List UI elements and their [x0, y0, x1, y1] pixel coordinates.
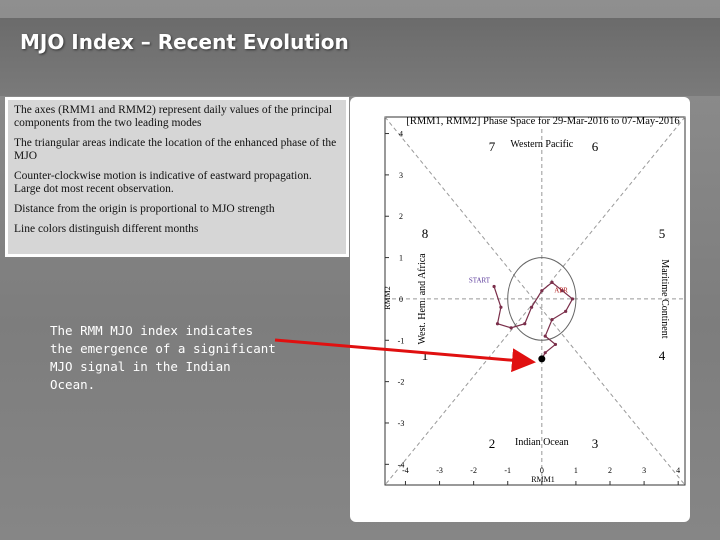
phase-number: 2 [489, 436, 496, 451]
y-tick-label: 3 [399, 171, 403, 180]
point [550, 318, 554, 322]
note: The axes (RMM1 and RMM2) represent daily… [14, 104, 333, 129]
slide-title: MJO Index – Recent Evolution [20, 30, 349, 54]
y-tick-label: -1 [398, 336, 405, 345]
point [540, 289, 544, 293]
y-tick-label: 4 [399, 130, 403, 139]
x-tick-label: 4 [676, 466, 680, 475]
point [543, 351, 547, 355]
point [553, 342, 558, 347]
callout: The RMM MJO index indicates the emergenc… [50, 323, 276, 392]
x-axis-label: RMM1 [531, 475, 555, 484]
x-tick-label: -1 [504, 466, 511, 475]
y-tick-label: 1 [399, 254, 403, 263]
note: Distance from the origin is proportional… [14, 203, 275, 215]
trajectory [493, 281, 574, 360]
diagonal [384, 116, 686, 486]
region-label: Western Pacific [510, 139, 573, 150]
phase-number: 1 [422, 348, 429, 363]
x-tick-label: 0 [540, 466, 544, 475]
unit-circle [507, 257, 577, 341]
annotation: APR [554, 287, 568, 295]
note: Line colors distinguish different months [14, 223, 199, 235]
x-tick-label: -3 [436, 466, 443, 475]
note: Counter-clockwise motion is indicative o… [14, 170, 312, 195]
y-tick-label: 0 [399, 295, 403, 304]
point [523, 322, 527, 326]
x-tick-label: 3 [642, 466, 646, 475]
y-tick-label: -3 [398, 419, 405, 428]
annotation: START [469, 277, 491, 285]
point [499, 305, 503, 309]
phase-number: 4 [659, 348, 666, 363]
plot-frame [384, 116, 686, 486]
phase-number: 6 [592, 139, 599, 154]
phase-number: 3 [592, 436, 599, 451]
point [560, 289, 564, 293]
x-tick-label: -4 [402, 466, 409, 475]
x-tick-label: 2 [608, 466, 612, 475]
point [538, 355, 546, 363]
point [509, 326, 513, 330]
point [495, 322, 500, 326]
point [570, 297, 575, 301]
region-label: West. Hem. and Africa [417, 253, 428, 345]
region-label: Indian Ocean [515, 437, 569, 448]
arrow [274, 338, 536, 373]
phase-number: 5 [659, 226, 666, 241]
note: The triangular areas indicate the locati… [14, 137, 337, 162]
x-tick-label: 1 [574, 466, 578, 475]
phase-number: 7 [489, 139, 496, 154]
diagonal [384, 116, 686, 486]
point [550, 280, 554, 284]
image-panel [350, 97, 690, 522]
phase-number: 8 [422, 226, 429, 241]
y-tick-label: -4 [398, 460, 405, 469]
point [529, 305, 534, 309]
point [492, 284, 496, 289]
point [564, 309, 568, 313]
title-bar [0, 18, 720, 96]
point [543, 334, 547, 338]
y-axis-label: RMM2 [383, 286, 392, 310]
x-tick-label: -2 [470, 466, 477, 475]
region-label: Maritime Continent [659, 259, 670, 338]
chart-title: [RMM1, RMM2] Phase Space for 29-Mar-2016… [406, 116, 679, 127]
y-tick-label: 2 [399, 212, 403, 221]
notes-box: The axes (RMM1 and RMM2) represent daily… [5, 97, 349, 257]
y-tick-label: -2 [398, 378, 405, 387]
